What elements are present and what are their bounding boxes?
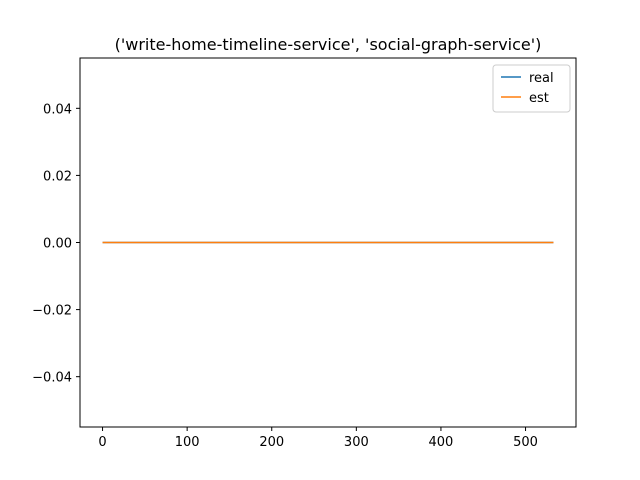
y-tick-label: 0.02 <box>43 169 72 184</box>
axis-ticks: 0 100 200 300 400 500 0.04 0.02 0.00 −0.02 −0.04 <box>32 102 538 450</box>
x-tick-label: 100 <box>175 435 200 450</box>
y-tick-label: −0.02 <box>32 304 72 319</box>
x-tick-label: 0 <box>98 435 106 450</box>
x-tick-label: 300 <box>344 435 369 450</box>
legend-label-est: est <box>529 91 549 106</box>
chart-title: ('write-home-timeline-service', 'social-… <box>115 35 542 54</box>
x-tick-label: 500 <box>513 435 538 450</box>
legend: real est <box>492 64 571 113</box>
legend-label-real: real <box>529 71 554 86</box>
y-tick-label: 0.00 <box>43 237 72 252</box>
x-tick-label: 400 <box>429 435 454 450</box>
y-tick-label: 0.04 <box>43 102 72 117</box>
x-tick-label: 200 <box>259 435 284 450</box>
y-tick-label: −0.04 <box>32 371 72 386</box>
